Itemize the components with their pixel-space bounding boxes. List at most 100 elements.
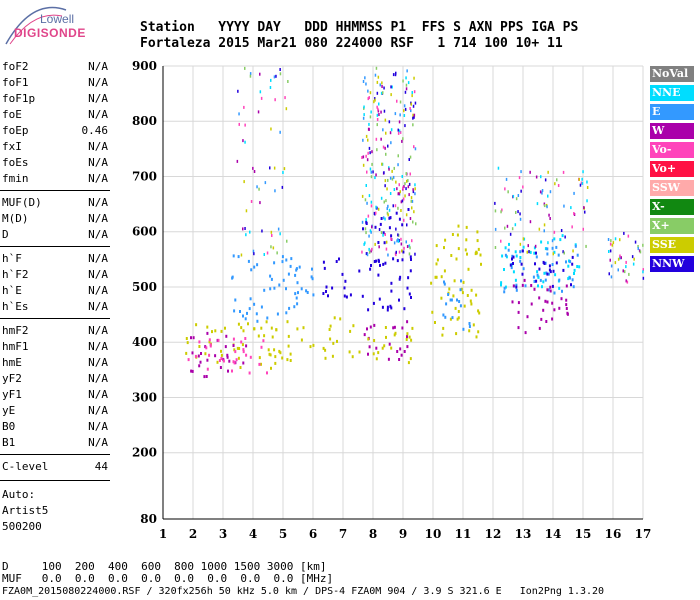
echo-point xyxy=(494,246,497,249)
echo-point xyxy=(614,237,617,241)
echo-point xyxy=(398,217,401,221)
echo-point xyxy=(377,109,380,113)
echo-point xyxy=(456,298,458,302)
echo-point xyxy=(379,263,381,267)
echo-point xyxy=(540,240,543,244)
echo-point xyxy=(608,250,610,253)
echo-point xyxy=(522,185,524,189)
echo-point xyxy=(374,176,376,180)
echo-point xyxy=(260,345,263,349)
param-name: foEp xyxy=(2,124,29,137)
echo-point xyxy=(247,322,249,326)
echo-point xyxy=(185,337,188,340)
echo-point xyxy=(265,320,268,324)
echo-point xyxy=(388,167,390,171)
echo-point xyxy=(411,94,413,98)
echo-point xyxy=(398,298,400,302)
echo-point xyxy=(198,345,201,348)
echo-point xyxy=(232,344,235,347)
echo-point xyxy=(466,294,469,297)
echo-point xyxy=(557,184,560,187)
echo-point xyxy=(522,245,525,249)
echo-point xyxy=(413,76,415,80)
echo-point xyxy=(459,288,462,292)
echo-point xyxy=(380,196,383,200)
echo-point xyxy=(296,302,299,306)
echo-point xyxy=(237,255,240,259)
echo-point xyxy=(263,253,265,256)
echo-point xyxy=(536,270,539,274)
echo-point xyxy=(610,239,612,243)
echo-point xyxy=(384,261,387,265)
legend-item-x: X+ xyxy=(650,218,694,234)
echo-point xyxy=(586,199,588,203)
echo-point xyxy=(402,79,404,83)
x-tick-label: 1 xyxy=(159,527,167,541)
echo-point xyxy=(375,259,378,263)
echo-point xyxy=(497,166,500,170)
echo-point xyxy=(381,162,383,166)
echo-point xyxy=(524,331,527,335)
echo-point xyxy=(477,309,480,313)
y-tick-label: 500 xyxy=(132,280,157,294)
echo-point xyxy=(472,323,475,327)
echo-point xyxy=(242,314,244,318)
echo-point xyxy=(406,335,408,339)
param-name: foF1p xyxy=(2,92,36,105)
echo-point xyxy=(468,322,471,325)
echo-point xyxy=(412,113,414,117)
echo-point xyxy=(407,208,410,211)
echo-point xyxy=(388,208,391,212)
x-tick-label: 3 xyxy=(219,527,227,541)
echo-point xyxy=(450,254,453,257)
echo-point xyxy=(609,258,611,262)
echo-point xyxy=(205,346,208,350)
echo-point xyxy=(235,358,238,362)
echo-point xyxy=(504,285,507,289)
echo-point xyxy=(459,304,462,308)
echo-point xyxy=(365,134,368,138)
echo-point xyxy=(331,354,334,358)
param-name: h`Es xyxy=(2,300,29,313)
echo-point xyxy=(208,353,211,357)
echo-point xyxy=(607,238,610,241)
x-tick-label: 6 xyxy=(309,527,317,541)
echo-point xyxy=(567,264,570,268)
echo-point xyxy=(511,257,513,261)
echo-point xyxy=(544,299,547,303)
footer-distance-row: D 100 200 400 600 800 1000 1500 3000 [km… xyxy=(2,560,327,573)
echo-point xyxy=(448,287,451,291)
legend-item-nnw: NNW xyxy=(650,256,694,272)
echo-point xyxy=(214,354,217,358)
echo-point xyxy=(610,264,613,268)
echo-point xyxy=(412,123,414,127)
echo-point xyxy=(579,183,582,187)
echo-point xyxy=(509,263,512,267)
echo-point xyxy=(573,268,576,272)
echo-point xyxy=(535,255,538,259)
echo-point xyxy=(397,154,399,158)
echo-point xyxy=(387,144,389,148)
echo-point xyxy=(631,255,634,259)
echo-point xyxy=(442,326,445,330)
echo-point xyxy=(401,326,404,330)
echo-point xyxy=(533,251,536,255)
echo-point xyxy=(243,180,245,184)
echo-point xyxy=(327,294,329,298)
echo-point xyxy=(249,72,252,76)
logo-arc-icon xyxy=(5,6,67,45)
echo-point xyxy=(627,234,630,238)
param-row: fxI N/A xyxy=(2,140,108,156)
param-value: N/A xyxy=(88,300,108,313)
echo-point xyxy=(551,246,554,250)
echo-point xyxy=(329,337,332,341)
echo-point xyxy=(475,335,478,339)
echo-point xyxy=(557,253,560,257)
echo-point xyxy=(362,138,364,142)
echo-point xyxy=(512,255,515,259)
echo-point xyxy=(392,204,394,208)
param-value: N/A xyxy=(88,324,108,337)
echo-point xyxy=(404,90,407,94)
param-name: yF2 xyxy=(2,372,22,385)
echo-point xyxy=(504,226,506,230)
